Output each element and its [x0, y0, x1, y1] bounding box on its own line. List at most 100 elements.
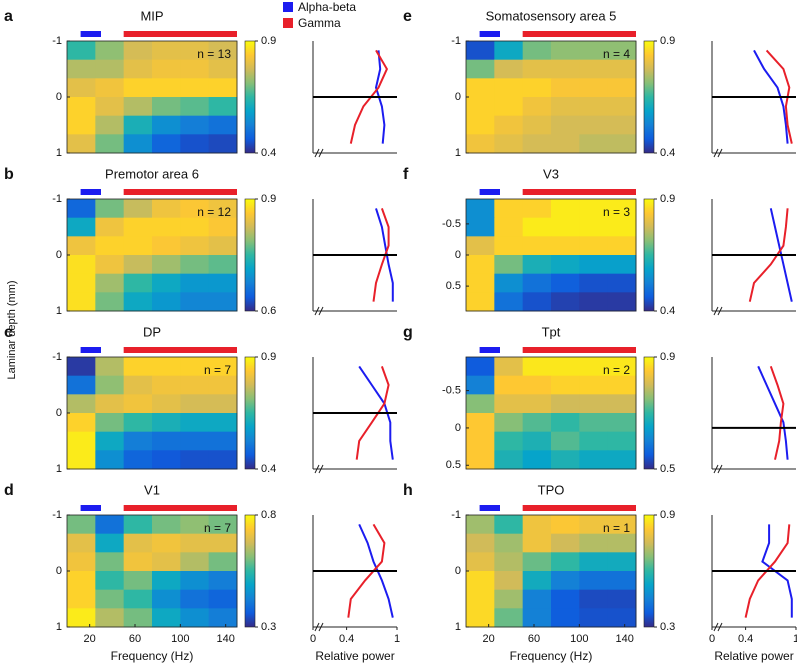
colorbar	[643, 198, 655, 312]
heatmap-cell	[123, 589, 153, 609]
heatmap-cell	[95, 59, 125, 79]
heatmap-cell	[466, 552, 495, 572]
heatmap-cell	[152, 552, 181, 572]
axis-break	[314, 464, 324, 474]
heatmap-cell	[466, 236, 495, 256]
heatmap-cell	[67, 273, 96, 293]
colorbar-tick-label: 0.9	[261, 193, 276, 205]
heatmap-cell	[208, 571, 238, 591]
heatmap-cell	[579, 115, 609, 135]
heatmap-cell	[579, 97, 609, 117]
heatmap-cell	[123, 59, 153, 79]
heatmap-cell	[180, 533, 210, 553]
heatmap-cell	[123, 533, 153, 553]
heatmap-cell	[180, 394, 210, 414]
heatmap-cell	[607, 552, 637, 572]
colorbar-tick-label: 0.4	[261, 463, 276, 475]
heatmap-cell	[67, 97, 96, 117]
heatmap-cell	[607, 431, 637, 451]
heatmap-cell	[208, 450, 238, 470]
heatmap-cell	[551, 589, 580, 609]
panel-letter: f	[403, 166, 409, 183]
heatmap-cell	[67, 515, 96, 535]
heatmap-cell	[551, 292, 580, 312]
heatmap-cell	[152, 375, 181, 395]
heatmap-cell	[67, 255, 96, 275]
heatmap-cell	[123, 199, 153, 219]
heatmap-cell	[466, 571, 495, 591]
x-tick-label: 140	[615, 633, 633, 645]
heatmap-cell	[152, 97, 181, 117]
band-bar	[123, 189, 237, 195]
heatmap-cell	[67, 394, 96, 414]
heatmap-cell	[152, 357, 181, 377]
heatmap-cell	[607, 236, 637, 256]
heatmap-cell	[67, 41, 96, 61]
axis-break	[314, 622, 324, 632]
profile-x-tick-label: 1	[394, 633, 400, 645]
heatmap-cell	[152, 589, 181, 609]
heatmap-cell	[466, 134, 495, 154]
heatmap-cell	[95, 375, 125, 395]
colorbar-tick-label: 0.4	[261, 147, 276, 159]
axis-break	[713, 464, 723, 474]
heatmap-cell	[466, 199, 495, 219]
heatmap-cell	[551, 134, 580, 154]
heatmap-cell	[208, 217, 238, 237]
heatmap-cell	[607, 413, 637, 433]
panel-letter: c	[4, 324, 13, 341]
heatmap-cell	[180, 255, 210, 275]
heatmap-cell	[466, 589, 495, 609]
heatmap-cell	[67, 199, 96, 219]
axis-break	[713, 148, 723, 158]
heatmap-cell	[466, 273, 495, 293]
heatmap-cell	[95, 608, 125, 628]
heatmap-cell	[123, 375, 153, 395]
y-tick-label: -1	[451, 35, 461, 47]
heatmap-cell	[67, 608, 96, 628]
y-tick-label: 0	[56, 565, 62, 577]
heatmap-cell	[494, 41, 524, 61]
heatmap-cell	[494, 357, 524, 377]
heatmap-cell	[551, 115, 580, 135]
heatmap-cell	[208, 134, 238, 154]
heatmap-cell	[607, 608, 637, 628]
axis-break	[314, 306, 324, 316]
heatmap-cell	[494, 375, 524, 395]
band-bar	[123, 347, 237, 353]
heatmap-cell	[67, 357, 96, 377]
heatmap-cell	[551, 515, 580, 535]
heatmap-cell	[551, 97, 580, 117]
heatmap-cell	[551, 375, 580, 395]
heatmap-cell	[494, 413, 524, 433]
heatmap-cell	[607, 589, 637, 609]
heatmap-cell	[466, 78, 495, 98]
panel-letter: d	[4, 482, 14, 499]
heatmap-cell	[579, 450, 609, 470]
heatmap-cell	[551, 571, 580, 591]
band-bar	[123, 31, 237, 37]
heatmap-cell	[522, 115, 552, 135]
panel-letter: b	[4, 166, 14, 183]
heatmap-cell	[208, 292, 238, 312]
heatmap-cell	[123, 571, 153, 591]
heatmap-cell	[551, 533, 580, 553]
heatmap-cell	[95, 357, 125, 377]
profile-x-tick-label: 0	[709, 633, 715, 645]
panel-title: V3	[543, 166, 559, 181]
heatmap-cell	[522, 413, 552, 433]
x-axis-label: Frequency (Hz)	[510, 649, 593, 663]
y-tick-label: 1	[56, 147, 62, 159]
heatmap-cell	[208, 431, 238, 451]
y-tick-label: 0.5	[446, 280, 461, 292]
heatmap-cell	[522, 78, 552, 98]
y-tick-label: 0	[455, 249, 461, 261]
colorbar-tick-label: 0.8	[261, 509, 276, 521]
colorbar	[643, 514, 655, 628]
heatmap-cell	[522, 134, 552, 154]
heatmap-cell	[95, 134, 125, 154]
heatmap-cell	[95, 413, 125, 433]
heatmap-cell	[466, 533, 495, 553]
heatmap-cell	[95, 394, 125, 414]
